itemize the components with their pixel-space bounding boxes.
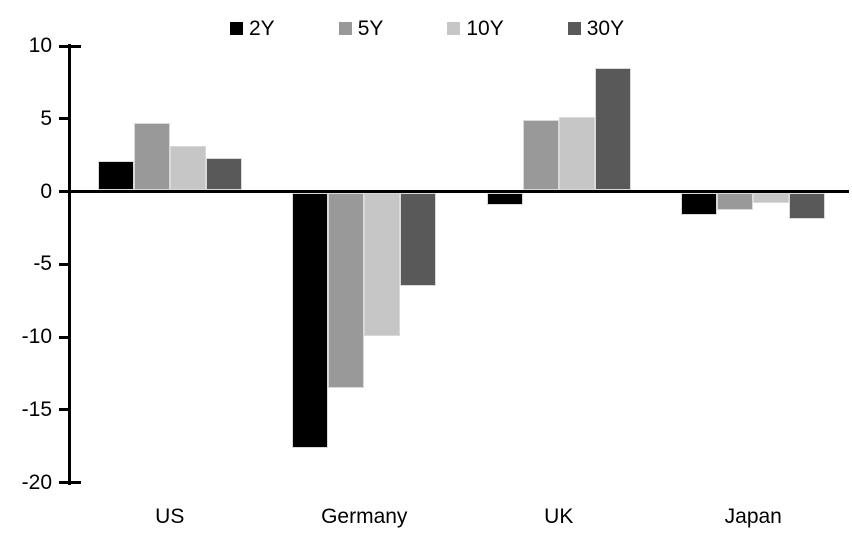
chart-legend: 2Y 5Y 10Y 30Y	[230, 18, 624, 39]
y-axis-line	[68, 44, 71, 485]
y-axis-tick-label: -15	[21, 397, 52, 421]
bar-uk-5y	[522, 120, 559, 190]
legend-swatch-10y	[447, 22, 461, 35]
x-label-germany: Germany	[321, 505, 408, 528]
y-axis-tick-label: -10	[21, 325, 52, 348]
legend-label: 30Y	[586, 17, 625, 40]
bar-japan-30y	[789, 193, 826, 220]
bar-uk-10y	[558, 117, 595, 190]
bar-japan-5y	[717, 193, 754, 211]
bar-us-10y	[169, 146, 206, 190]
legend-label: 10Y	[466, 17, 504, 40]
y-axis-tick-label: -20	[21, 470, 52, 494]
bar-germany-30y	[400, 193, 437, 287]
y-axis-tick	[59, 262, 68, 266]
x-label-us: US	[155, 505, 185, 528]
x-axis-zero-line	[59, 190, 849, 193]
y-axis-tick	[59, 481, 81, 484]
y-axis-tick-label: -5	[33, 252, 52, 276]
y-axis-tick	[59, 335, 68, 339]
bar-us-2y	[97, 160, 134, 190]
x-label-japan: Japan	[724, 505, 782, 528]
legend-swatch-5y	[338, 22, 352, 35]
y-axis-tick	[59, 117, 68, 121]
legend-label: 2Y	[249, 17, 275, 40]
legend-swatch-30y	[567, 22, 581, 35]
bar-japan-10y	[753, 193, 790, 204]
y-axis-tick-label: 10	[28, 34, 52, 57]
legend-swatch-2y	[230, 22, 243, 35]
legend-item-10y: 10Y	[447, 17, 504, 40]
bar-uk-2y	[486, 193, 523, 205]
y-axis-tick	[59, 408, 68, 412]
bar-germany-2y	[292, 193, 329, 448]
legend-item-2y: 2Y	[230, 18, 275, 39]
y-axis-tick-label: 5	[40, 106, 52, 130]
legend-label: 5Y	[357, 17, 384, 40]
x-label-uk: UK	[544, 505, 574, 528]
legend-item-5y: 5Y	[338, 17, 384, 40]
bar-germany-5y	[328, 193, 365, 388]
bar-us-30y	[205, 157, 242, 190]
y-axis-tick	[59, 44, 81, 48]
y-axis-tick-label: 0	[40, 179, 52, 203]
bar-japan-2y	[681, 193, 718, 215]
bar-us-5y	[133, 123, 170, 190]
bar-uk-30y	[594, 67, 631, 190]
legend-item-30y: 30Y	[567, 17, 625, 40]
bar-germany-10y	[364, 193, 401, 336]
